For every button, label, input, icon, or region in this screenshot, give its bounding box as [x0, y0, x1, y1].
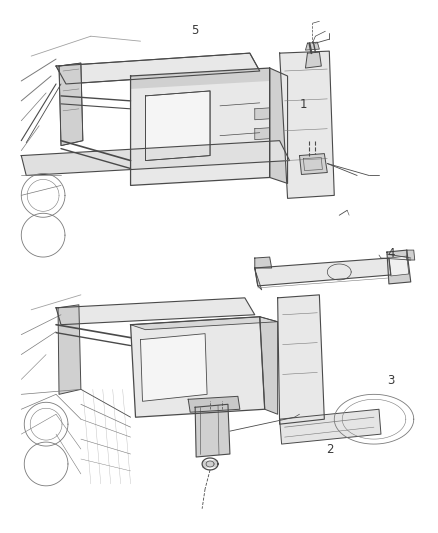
Polygon shape [255, 128, 270, 140]
Polygon shape [141, 334, 207, 401]
Polygon shape [305, 52, 321, 68]
Polygon shape [255, 257, 272, 268]
Text: 4: 4 [387, 247, 395, 260]
Polygon shape [131, 317, 265, 417]
Polygon shape [255, 268, 262, 290]
Polygon shape [21, 141, 290, 175]
Polygon shape [270, 68, 288, 183]
Polygon shape [131, 68, 270, 185]
Polygon shape [387, 250, 411, 284]
Polygon shape [260, 317, 278, 414]
Text: 2: 2 [326, 443, 334, 456]
Text: 3: 3 [387, 374, 395, 387]
Polygon shape [300, 154, 327, 174]
Polygon shape [131, 317, 278, 330]
Polygon shape [59, 63, 83, 146]
Polygon shape [255, 108, 270, 120]
Text: 5: 5 [191, 24, 199, 37]
Polygon shape [56, 298, 255, 325]
Polygon shape [255, 258, 391, 286]
Polygon shape [58, 305, 81, 394]
Polygon shape [145, 91, 210, 160]
Polygon shape [195, 404, 230, 457]
Polygon shape [389, 256, 409, 276]
Polygon shape [279, 409, 381, 444]
Polygon shape [188, 397, 240, 412]
Polygon shape [278, 295, 324, 424]
Polygon shape [131, 68, 270, 89]
Polygon shape [407, 250, 415, 260]
Polygon shape [305, 42, 319, 50]
Text: 1: 1 [300, 98, 307, 111]
Polygon shape [279, 51, 334, 198]
Polygon shape [56, 53, 260, 84]
Polygon shape [202, 460, 218, 468]
